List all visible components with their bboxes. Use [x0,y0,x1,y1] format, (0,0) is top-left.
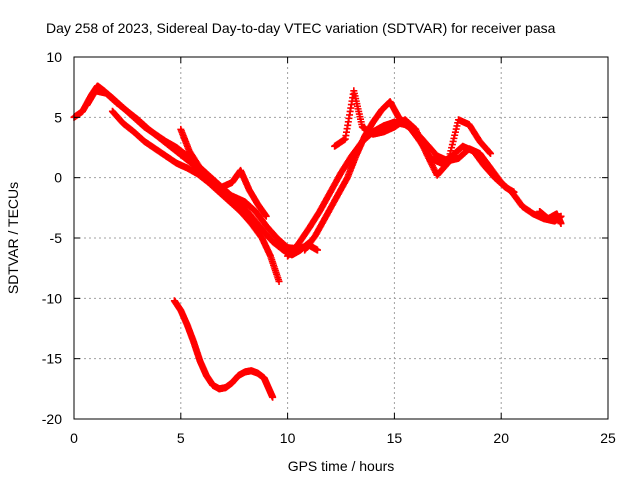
series-layer [70,82,565,401]
y-tick-label: -5 [50,230,63,246]
x-ticks: 0 5 10 15 20 25 [70,57,616,446]
y-tick-label: -10 [42,290,62,306]
x-tick-label: 20 [493,430,509,446]
data-point-marker [487,150,495,158]
x-tick-label: 15 [387,430,403,446]
y-tick-label: 0 [54,170,62,186]
data-point-marker [314,246,322,254]
y-tick-label: -20 [42,411,62,427]
series-track-h [536,207,565,228]
grid [74,57,608,419]
x-axis-title: GPS time / hours [288,458,395,474]
y-tick-label: 10 [46,49,62,65]
data-point-marker [510,188,518,196]
x-tick-label: 0 [70,430,78,446]
data-point-marker [269,393,277,401]
x-tick-label: 10 [280,430,296,446]
y-axis-title: SDTVAR / TECUs [5,182,21,294]
x-tick-label: 25 [600,430,616,446]
series-track-g [331,87,495,179]
data-point-marker [557,220,565,228]
chart-title: Day 258 of 2023, Sidereal Day-to-day VTE… [46,20,556,36]
y-ticks: -20 -15 -10 -5 0 5 10 [42,49,608,427]
data-point-marker [262,212,270,220]
data-point-marker [275,277,283,285]
y-tick-label: -15 [42,351,62,367]
y-tick-label: 5 [54,109,62,125]
x-tick-label: 5 [177,430,185,446]
series-track-d [177,125,270,220]
series-track-i [170,297,277,401]
